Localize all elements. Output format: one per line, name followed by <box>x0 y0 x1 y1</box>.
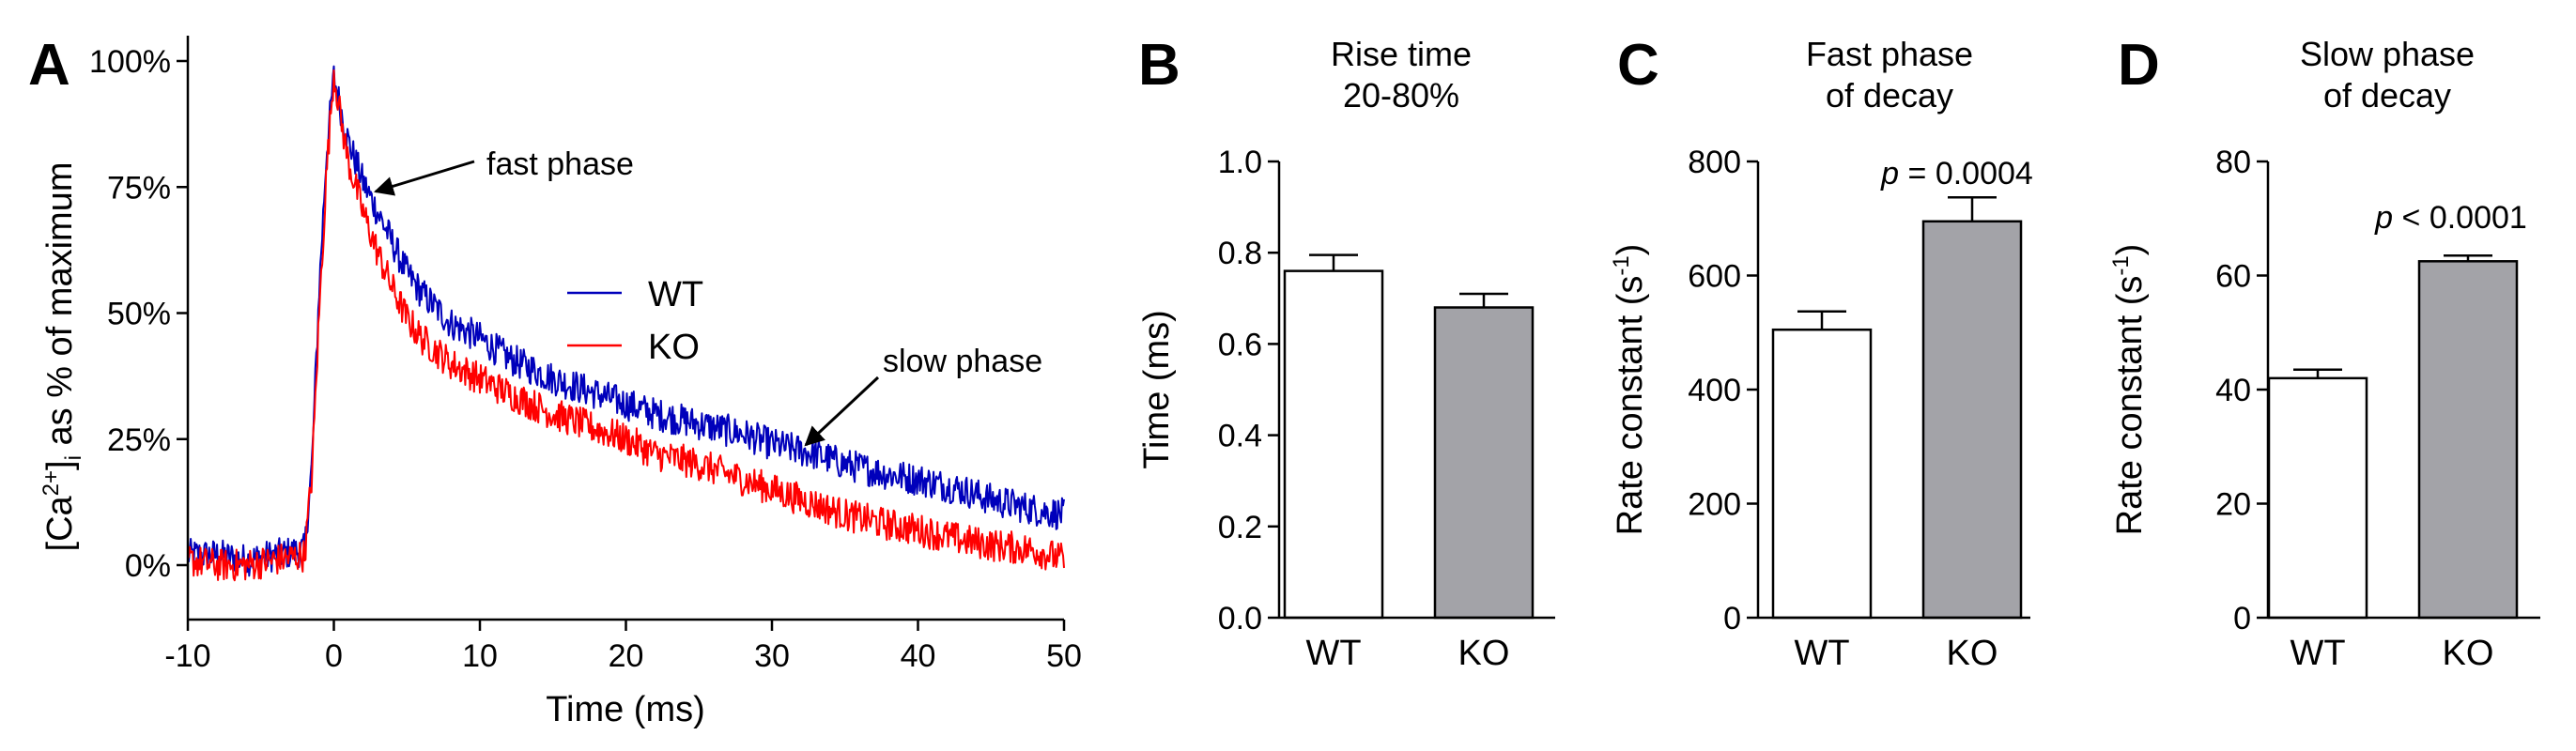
y-tick-label: 400 <box>1688 373 1741 408</box>
x-tick-labels: WT KO <box>2290 634 2493 673</box>
panel-a-line-chart: 0% 25% 50% 75% 100% -10 0 10 20 30 40 50 Time (ms)… <box>39 36 1082 729</box>
y-axis-title: [Ca2+]i as % of maximum <box>39 162 86 552</box>
y-tick-label: 40 <box>2215 373 2251 408</box>
y-ticks: 0 20 40 60 80 <box>2215 145 2268 636</box>
bar-wt <box>1283 269 1384 620</box>
panel-d-bar-chart: Slow phase of decay p < 0.0001 0 20 40 60 80… <box>2108 35 2540 673</box>
panel-b-bar-chart: Rise time 20-80% 0.0 0.2 0.4 0.6 0.8 1.0 WT KO… <box>1137 35 1555 673</box>
panel-title-line-2: 20-80% <box>1343 76 1459 115</box>
legend-label-ko: KO <box>648 328 700 367</box>
p-value: p < 0.0001 <box>2374 200 2527 236</box>
y-tick-label: 0 <box>1723 601 1741 636</box>
y-tick-label: 0.6 <box>1218 327 1262 362</box>
y-axis-title: Rate constant (s-1) <box>1609 244 1650 536</box>
y-tick-label: 80 <box>2215 145 2251 180</box>
x-tick-label-wt: WT <box>2290 634 2345 673</box>
panel-title-line-1: Fast phase <box>1806 35 1973 73</box>
x-tick-label: 40 <box>901 638 936 674</box>
bar-wt <box>2267 376 2368 620</box>
series-trace-wt <box>187 65 1065 577</box>
x-tick-label-wt: WT <box>1305 634 1361 673</box>
y-axis-title: Rate constant (s-1) <box>2108 244 2150 536</box>
panel-letter-b: B <box>1138 33 1180 98</box>
y-tick-label: 600 <box>1688 259 1741 295</box>
x-tick-label: -10 <box>164 638 210 674</box>
x-tick-label: 20 <box>609 638 644 674</box>
y-tick-label: 50% <box>107 297 171 332</box>
p-value: p = 0.0004 <box>1880 156 2033 192</box>
panel-letter-d: D <box>2118 33 2160 98</box>
panel-title-line-2: of decay <box>2323 76 2451 115</box>
y-tick-label: 100% <box>89 44 171 80</box>
y-tick-label: 0.4 <box>1218 419 1262 454</box>
y-tick-label: 1.0 <box>1218 145 1262 180</box>
y-tick-label: 800 <box>1688 145 1741 180</box>
bars <box>1283 253 1535 620</box>
annotation-slow-phase-label: slow phase <box>883 344 1042 379</box>
y-tick-label: 0 <box>2233 601 2251 636</box>
y-tick-label: 0.0 <box>1218 601 1262 636</box>
x-tick-label-ko: KO <box>2443 634 2494 673</box>
y-tick-label: 20 <box>2215 487 2251 523</box>
traces <box>187 65 1065 582</box>
y-tick-label: 75% <box>107 170 171 206</box>
y-ticks: 0 200 400 600 800 <box>1688 145 1758 636</box>
y-ticks: 0% 25% 50% 75% 100% <box>89 44 188 584</box>
bar-ko <box>1921 220 2023 620</box>
panel-letter-c: C <box>1617 33 1659 98</box>
panel-title-line-1: Rise time <box>1331 35 1472 73</box>
panel-title-line-1: Slow phase <box>2300 35 2475 73</box>
x-tick-labels: WT KO <box>1305 634 1509 673</box>
panel-c-bar-chart: Fast phase of decay p = 0.0004 0 200 400 60… <box>1609 35 2033 673</box>
x-tick-label-ko: KO <box>1947 634 1998 673</box>
x-tick-label-ko: KO <box>1458 634 1510 673</box>
panel-letter-a: A <box>28 33 70 98</box>
bar-wt <box>1771 328 1873 620</box>
fast-phase-arrow <box>373 160 475 196</box>
x-axis-title: Time (ms) <box>546 690 705 729</box>
bars <box>2267 253 2519 620</box>
y-tick-label: 200 <box>1688 487 1741 523</box>
series-trace-ko <box>187 69 1065 582</box>
x-tick-label: 50 <box>1046 638 1082 674</box>
bar-ko <box>2417 260 2519 620</box>
bars <box>1771 196 2023 620</box>
y-axis-title: Time (ms) <box>1137 310 1177 469</box>
y-tick-label: 60 <box>2215 259 2251 295</box>
y-tick-label: 0.2 <box>1218 510 1262 545</box>
y-tick-label: 0% <box>125 548 171 584</box>
y-tick-label: 25% <box>107 422 171 458</box>
x-tick-labels: WT KO <box>1794 634 1998 673</box>
y-tick-label: 0.8 <box>1218 236 1262 271</box>
y-ticks: 0.0 0.2 0.4 0.6 0.8 1.0 <box>1218 145 1279 636</box>
x-tick-label: 0 <box>325 638 343 674</box>
slow-phase-arrow <box>804 376 880 447</box>
x-tick-label: 30 <box>754 638 790 674</box>
bar-ko <box>1433 306 1535 620</box>
x-ticks: -10 0 10 20 30 40 50 <box>164 620 1082 674</box>
annotation-fast-phase-label: fast phase <box>486 146 634 182</box>
x-tick-label-wt: WT <box>1794 634 1849 673</box>
legend: WT KO <box>567 275 703 367</box>
legend-label-wt: WT <box>648 275 703 314</box>
x-tick-label: 10 <box>462 638 498 674</box>
annotation-slow-phase: slow phase <box>804 344 1042 447</box>
annotation-fast-phase: fast phase <box>373 146 634 196</box>
panel-title-line-2: of decay <box>1826 76 1953 115</box>
